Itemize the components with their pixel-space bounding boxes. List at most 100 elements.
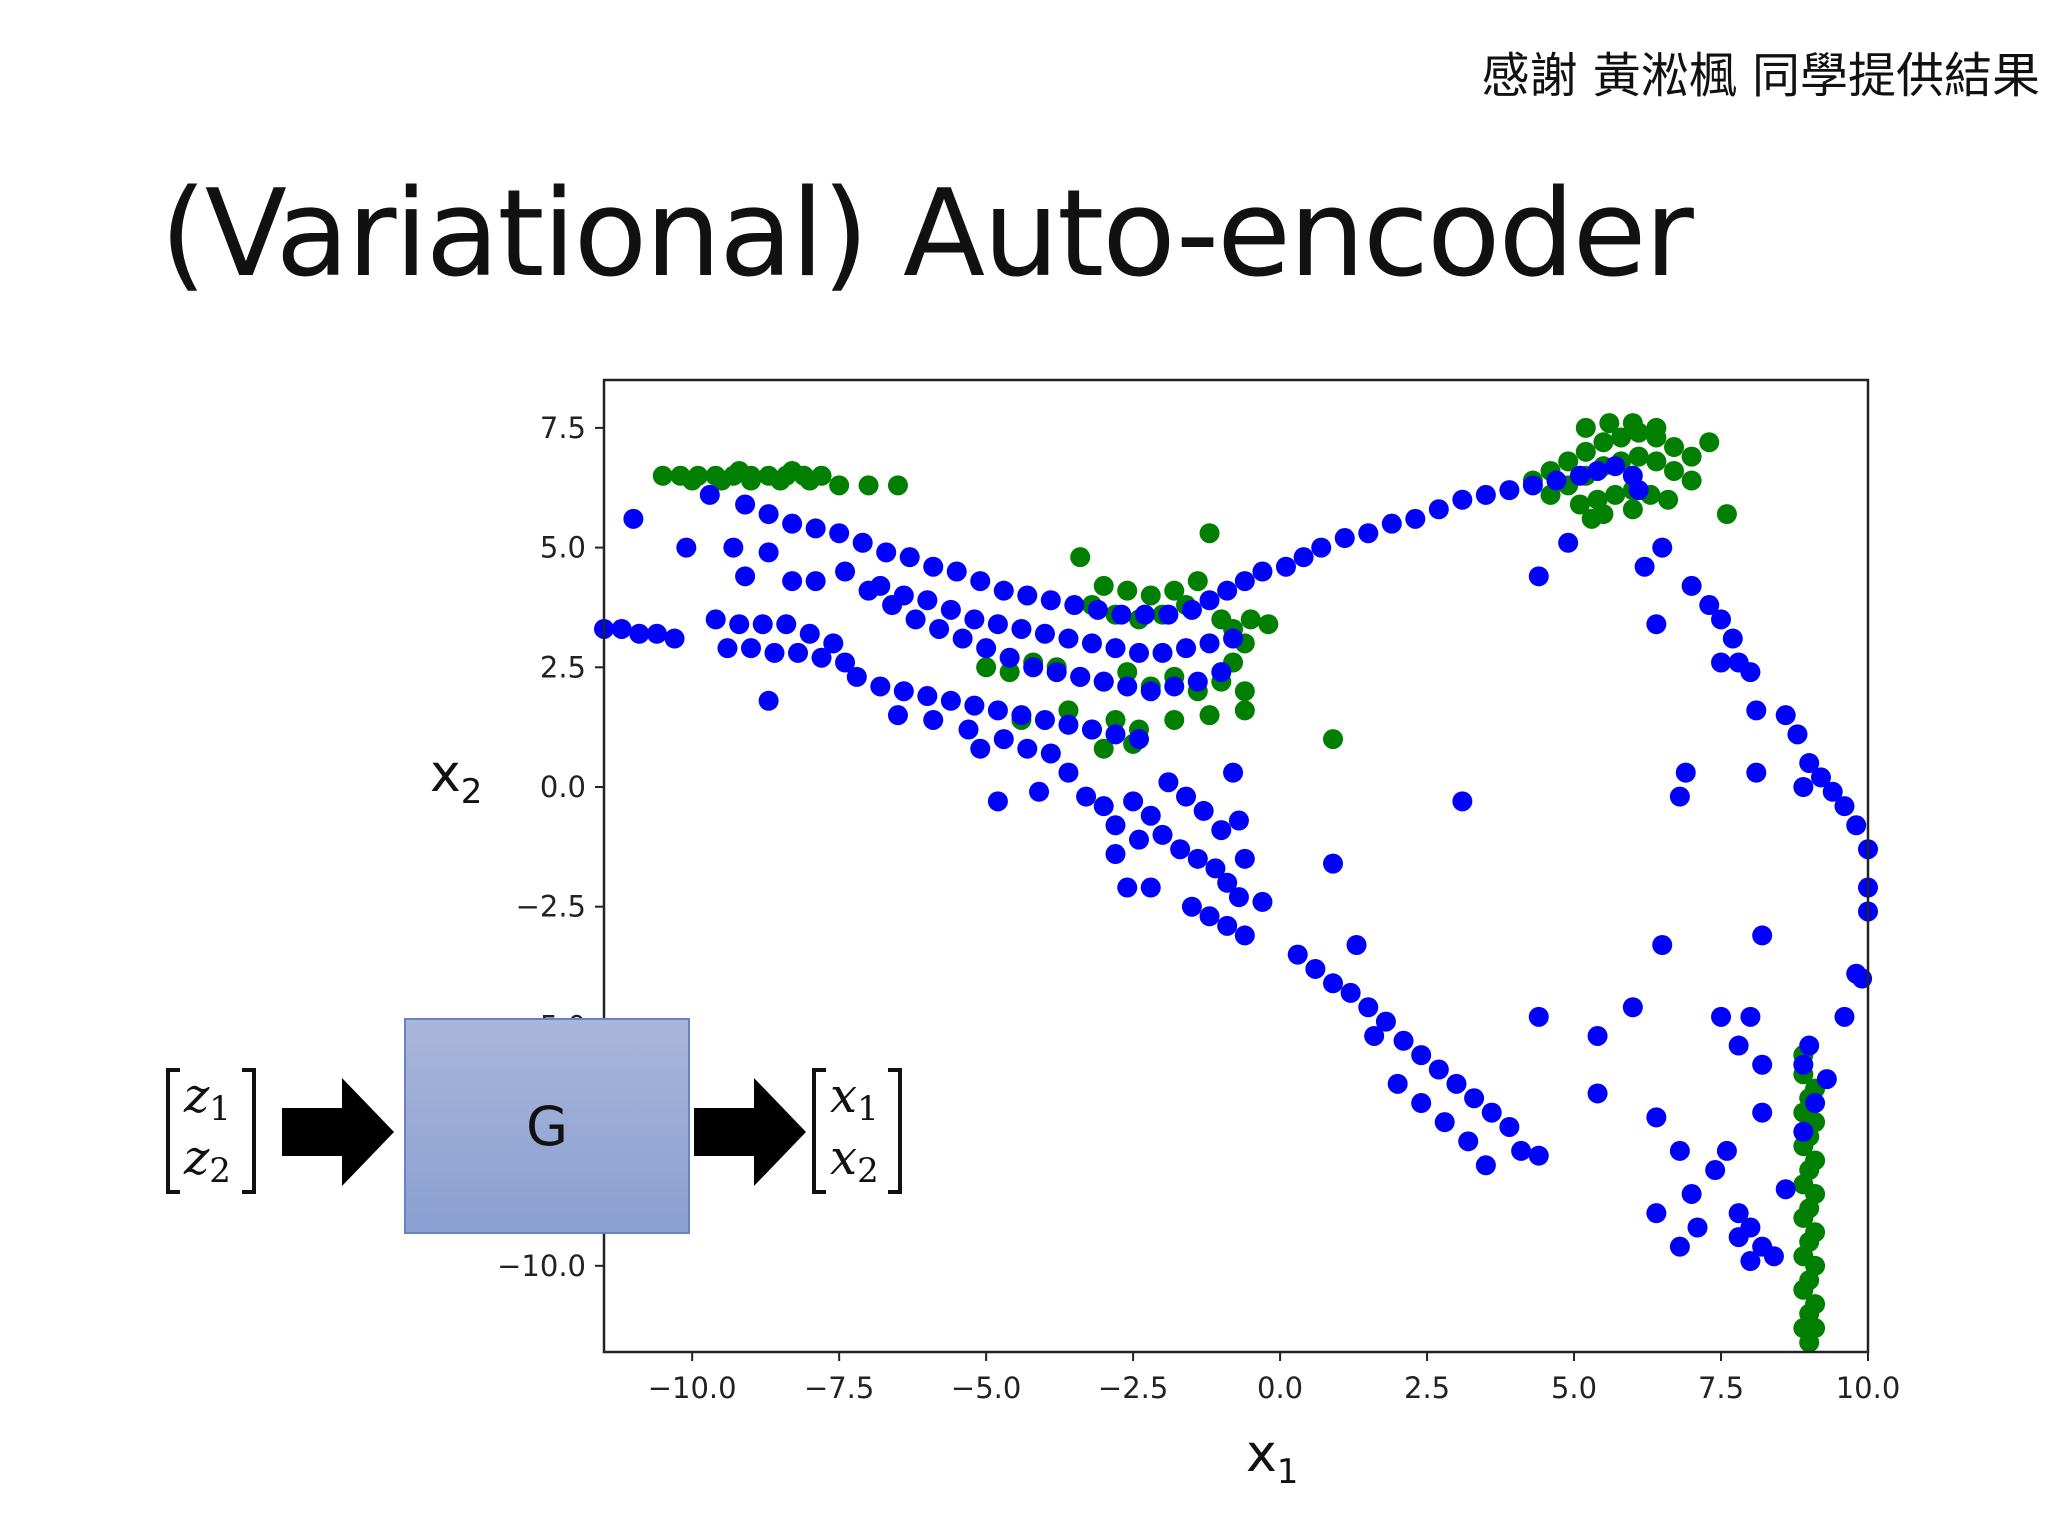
green-point [1658, 489, 1679, 510]
blue-point [923, 709, 944, 730]
blue-point [1458, 1131, 1479, 1152]
blue-point [1452, 489, 1473, 510]
blue-point [1381, 513, 1402, 534]
blue-point [1017, 585, 1038, 606]
blue-point [1464, 1088, 1485, 1109]
blue-point [917, 590, 938, 611]
blue-point [1287, 944, 1308, 965]
green-point [682, 470, 703, 491]
blue-point [1793, 1054, 1814, 1075]
blue-point [1669, 1140, 1690, 1161]
blue-point [1775, 1179, 1796, 1200]
blue-point [823, 633, 844, 654]
blue-point [923, 556, 944, 577]
blue-point [1475, 484, 1496, 505]
blue-point [1434, 1112, 1455, 1133]
blue-point [717, 638, 738, 659]
blue-point [611, 618, 632, 639]
blue-point [1793, 776, 1814, 797]
blue-point [1546, 470, 1567, 491]
blue-point [1628, 480, 1649, 501]
blue-point [1176, 638, 1197, 659]
y-tick-label: −2.5 [516, 890, 586, 924]
blue-point [1128, 829, 1149, 850]
green-point [1593, 432, 1614, 453]
green-point [1799, 1198, 1820, 1219]
y-axis-subscript: 2 [460, 772, 483, 812]
green-point [1199, 705, 1220, 726]
chart-points [594, 413, 1878, 1353]
y-axis-symbol: x [430, 744, 461, 804]
blue-point [1787, 724, 1808, 745]
blue-point [1834, 796, 1855, 817]
blue-point [1669, 786, 1690, 807]
blue-point [952, 628, 973, 649]
blue-point [1134, 604, 1155, 625]
blue-point [917, 686, 938, 707]
x-tick-label: −10.0 [648, 1371, 737, 1405]
slide-title: (Variational) Auto-encoder [160, 165, 1694, 304]
green-point [1646, 417, 1667, 438]
blue-point [940, 599, 961, 620]
blue-point [764, 642, 785, 663]
blue-point [1323, 973, 1344, 994]
green-point [1140, 585, 1161, 606]
blue-point [1228, 810, 1249, 831]
blue-point [1675, 762, 1696, 783]
green-point [1611, 427, 1632, 448]
green-point [1681, 470, 1702, 491]
blue-point [1752, 925, 1773, 946]
right-bracket [242, 1068, 256, 1194]
green-point [1569, 494, 1590, 515]
blue-point [1605, 456, 1626, 477]
green-point [1605, 484, 1626, 505]
green-point [1646, 451, 1667, 472]
blue-point [1558, 532, 1579, 553]
green-point [1622, 413, 1643, 434]
blue-point [1070, 666, 1091, 687]
blue-point [1740, 1251, 1761, 1272]
blue-point [1669, 1236, 1690, 1257]
blue-point [1305, 958, 1326, 979]
blue-point [1646, 1107, 1667, 1128]
blue-point [799, 623, 820, 644]
blue-point [623, 508, 644, 529]
green-point [1628, 446, 1649, 467]
blue-point [1081, 719, 1102, 740]
green-point [1681, 446, 1702, 467]
green-point [1558, 451, 1579, 472]
vector-top-entry: z1 [184, 1068, 231, 1129]
blue-point [1711, 652, 1732, 673]
green-point [1663, 437, 1684, 458]
blue-point [987, 791, 1008, 812]
green-point [1105, 709, 1126, 730]
blue-point [1805, 1093, 1826, 1114]
blue-point [1164, 676, 1185, 697]
blue-point [1711, 609, 1732, 630]
blue-point [1481, 1102, 1502, 1123]
blue-point [723, 537, 744, 558]
blue-point [1105, 815, 1126, 836]
green-point [1793, 1246, 1814, 1267]
blue-point [1346, 935, 1367, 956]
green-point [1240, 609, 1261, 630]
x-axis-symbol: x [1246, 1424, 1277, 1484]
blue-point [1217, 580, 1238, 601]
green-point [782, 460, 803, 481]
blue-point [1193, 800, 1214, 821]
blue-point [1217, 872, 1238, 893]
blue-point [1223, 762, 1244, 783]
blue-point [1511, 1140, 1532, 1161]
blue-point [846, 666, 867, 687]
green-point [711, 470, 732, 491]
blue-point [1234, 925, 1255, 946]
green-point [976, 657, 997, 678]
blue-point [993, 729, 1014, 750]
blue-point [929, 618, 950, 639]
series-blue [594, 456, 1878, 1272]
blue-point [1187, 671, 1208, 692]
blue-point [1076, 786, 1097, 807]
x-axis-subscript: 1 [1276, 1452, 1299, 1492]
blue-point [1187, 848, 1208, 869]
